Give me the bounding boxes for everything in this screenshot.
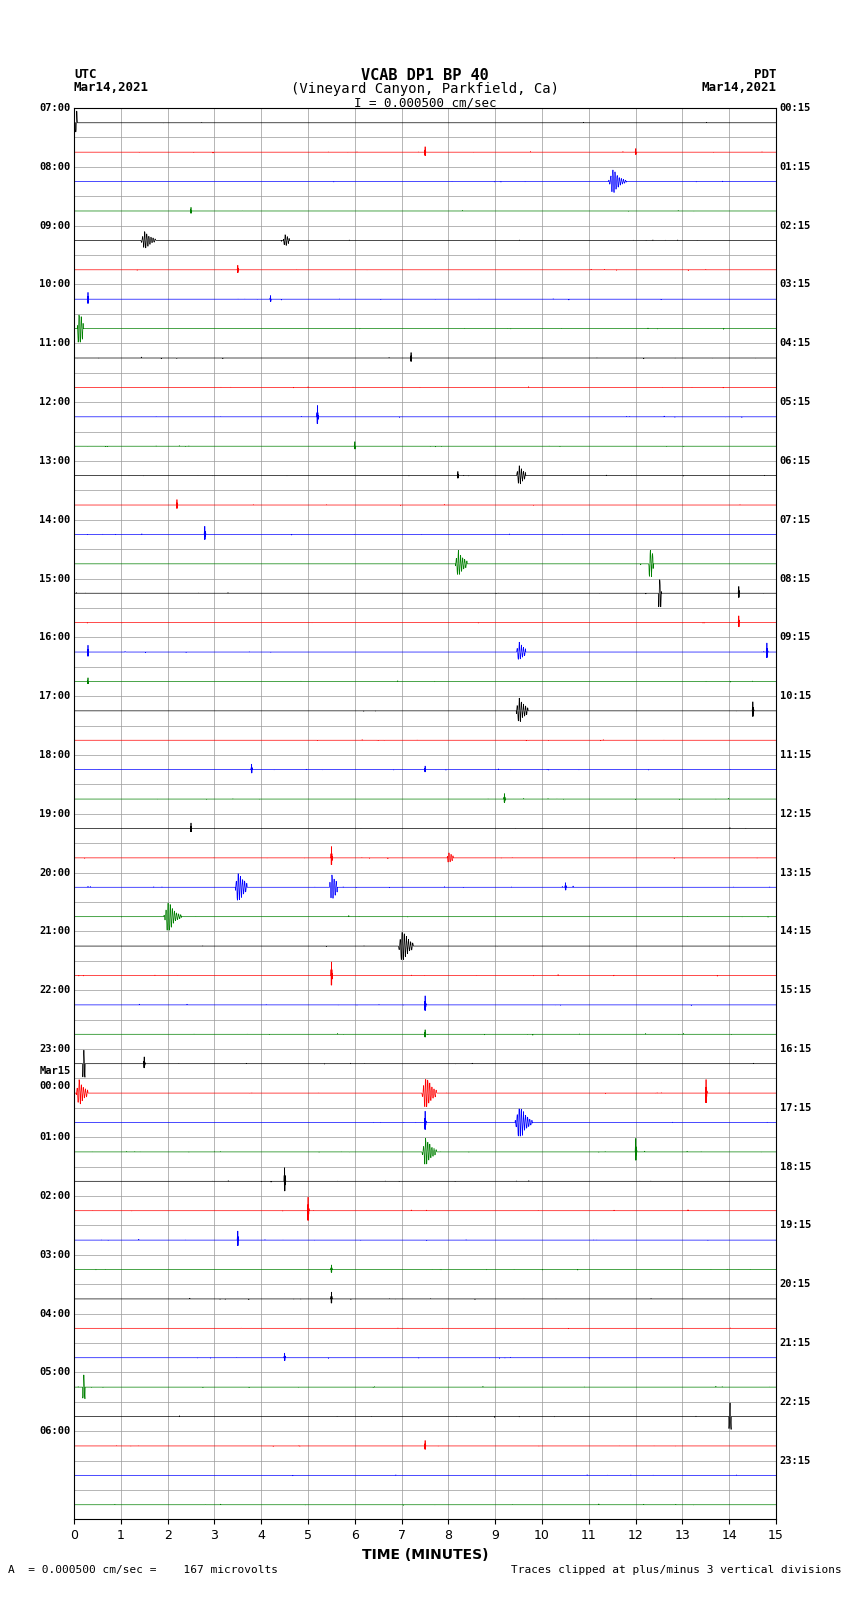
- Text: (Vineyard Canyon, Parkfield, Ca): (Vineyard Canyon, Parkfield, Ca): [291, 82, 559, 97]
- Text: 02:00: 02:00: [39, 1190, 71, 1202]
- Text: A  = 0.000500 cm/sec =    167 microvolts: A = 0.000500 cm/sec = 167 microvolts: [8, 1565, 279, 1574]
- Text: 16:00: 16:00: [39, 632, 71, 642]
- Text: Mar14,2021: Mar14,2021: [701, 81, 776, 94]
- Text: 21:15: 21:15: [779, 1339, 811, 1348]
- Text: 03:15: 03:15: [779, 279, 811, 289]
- Text: Mar14,2021: Mar14,2021: [74, 81, 149, 94]
- Text: 00:15: 00:15: [779, 103, 811, 113]
- Text: 13:00: 13:00: [39, 456, 71, 466]
- Text: 15:15: 15:15: [779, 986, 811, 995]
- Text: 12:00: 12:00: [39, 397, 71, 406]
- Text: 22:15: 22:15: [779, 1397, 811, 1407]
- Text: 17:00: 17:00: [39, 690, 71, 702]
- Text: 22:00: 22:00: [39, 986, 71, 995]
- Text: 17:15: 17:15: [779, 1103, 811, 1113]
- Text: 16:15: 16:15: [779, 1044, 811, 1053]
- Text: 12:15: 12:15: [779, 808, 811, 819]
- Text: 01:15: 01:15: [779, 161, 811, 173]
- Text: 10:15: 10:15: [779, 690, 811, 702]
- Text: 09:00: 09:00: [39, 221, 71, 231]
- Text: 10:00: 10:00: [39, 279, 71, 289]
- Text: Traces clipped at plus/minus 3 vertical divisions: Traces clipped at plus/minus 3 vertical …: [511, 1565, 842, 1574]
- X-axis label: TIME (MINUTES): TIME (MINUTES): [362, 1548, 488, 1561]
- Text: 02:15: 02:15: [779, 221, 811, 231]
- Text: 08:15: 08:15: [779, 574, 811, 584]
- Text: 13:15: 13:15: [779, 868, 811, 877]
- Text: 08:00: 08:00: [39, 161, 71, 173]
- Text: Mar15: Mar15: [39, 1066, 71, 1076]
- Text: 06:15: 06:15: [779, 456, 811, 466]
- Text: 11:15: 11:15: [779, 750, 811, 760]
- Text: 14:00: 14:00: [39, 515, 71, 524]
- Text: 07:15: 07:15: [779, 515, 811, 524]
- Text: 01:00: 01:00: [39, 1132, 71, 1142]
- Text: 07:00: 07:00: [39, 103, 71, 113]
- Text: 19:00: 19:00: [39, 808, 71, 819]
- Text: VCAB DP1 BP 40: VCAB DP1 BP 40: [361, 68, 489, 82]
- Text: 23:00: 23:00: [39, 1044, 71, 1053]
- Text: 05:00: 05:00: [39, 1368, 71, 1378]
- Text: 04:15: 04:15: [779, 339, 811, 348]
- Text: 15:00: 15:00: [39, 574, 71, 584]
- Text: 00:00: 00:00: [39, 1081, 71, 1090]
- Text: 21:00: 21:00: [39, 926, 71, 937]
- Text: I = 0.000500 cm/sec: I = 0.000500 cm/sec: [354, 97, 496, 110]
- Text: 20:00: 20:00: [39, 868, 71, 877]
- Text: 05:15: 05:15: [779, 397, 811, 406]
- Text: 18:00: 18:00: [39, 750, 71, 760]
- Text: 23:15: 23:15: [779, 1455, 811, 1466]
- Text: 06:00: 06:00: [39, 1426, 71, 1436]
- Text: 19:15: 19:15: [779, 1221, 811, 1231]
- Text: 04:00: 04:00: [39, 1308, 71, 1318]
- Text: 03:00: 03:00: [39, 1250, 71, 1260]
- Text: PDT: PDT: [754, 68, 776, 81]
- Text: 09:15: 09:15: [779, 632, 811, 642]
- Text: 11:00: 11:00: [39, 339, 71, 348]
- Text: 18:15: 18:15: [779, 1161, 811, 1171]
- Text: 20:15: 20:15: [779, 1279, 811, 1289]
- Text: UTC: UTC: [74, 68, 96, 81]
- Text: 14:15: 14:15: [779, 926, 811, 937]
